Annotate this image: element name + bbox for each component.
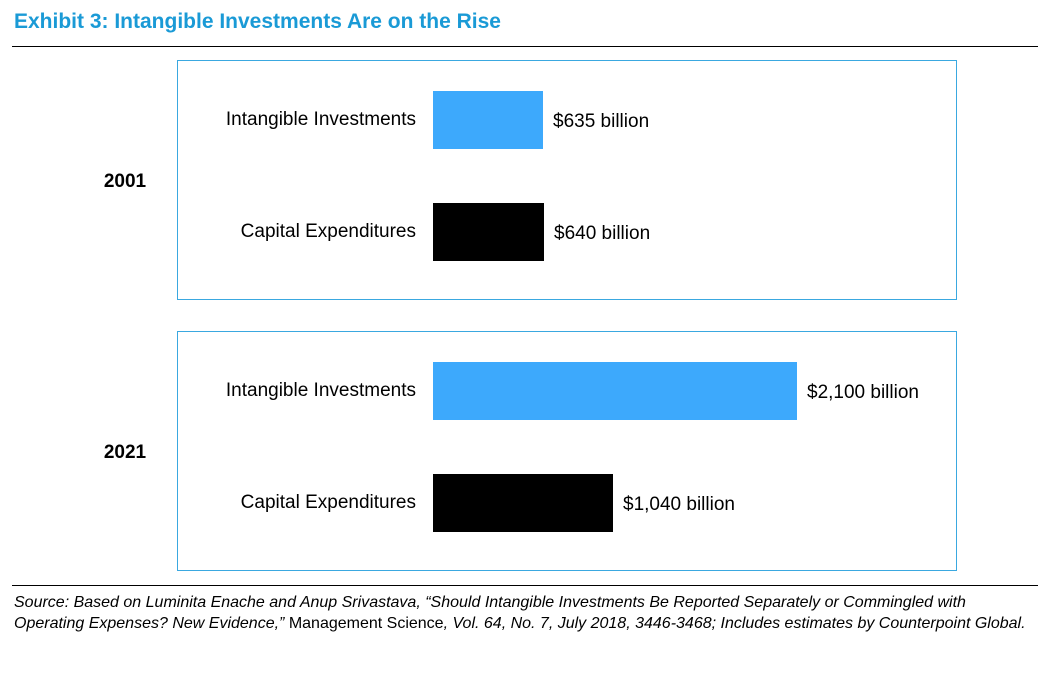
category-label-intangible-investments-2021: Intangible Investments [225, 380, 416, 401]
panel-2021 [177, 331, 957, 571]
year-label-2001: 2001 [103, 171, 147, 192]
bottom-divider [12, 585, 1038, 586]
category-label-capital-expenditures-2021: Capital Expenditures [240, 492, 416, 513]
chart-title: Exhibit 3: Intangible Investments Are on… [14, 10, 501, 33]
source-details: , Vol. 64, No. 7, July 2018, 3446-3468; … [443, 615, 1026, 632]
value-label-intangible-investments-2001: $635 billion [553, 111, 650, 132]
bar-intangible-investments-2001 [433, 91, 543, 149]
bar-intangible-investments-2021 [433, 362, 797, 420]
top-divider [12, 46, 1038, 47]
source-journal: Management Science [284, 615, 444, 632]
bar-capital-expenditures-2001 [433, 203, 544, 261]
value-label-capital-expenditures-2021: $1,040 billion [623, 494, 735, 515]
value-label-capital-expenditures-2001: $640 billion [554, 223, 651, 244]
source-citation: Source: Based on Luminita Enache and Anu… [14, 594, 966, 632]
year-label-2021: 2021 [103, 442, 147, 463]
category-label-intangible-investments-2001: Intangible Investments [225, 109, 416, 130]
bar-capital-expenditures-2021 [433, 474, 613, 532]
value-label-intangible-investments-2021: $2,100 billion [807, 382, 919, 403]
category-label-capital-expenditures-2001: Capital Expenditures [240, 221, 416, 242]
panel-2001 [177, 60, 957, 300]
source-note: Source: Based on Luminita Enache and Anu… [14, 592, 1034, 634]
